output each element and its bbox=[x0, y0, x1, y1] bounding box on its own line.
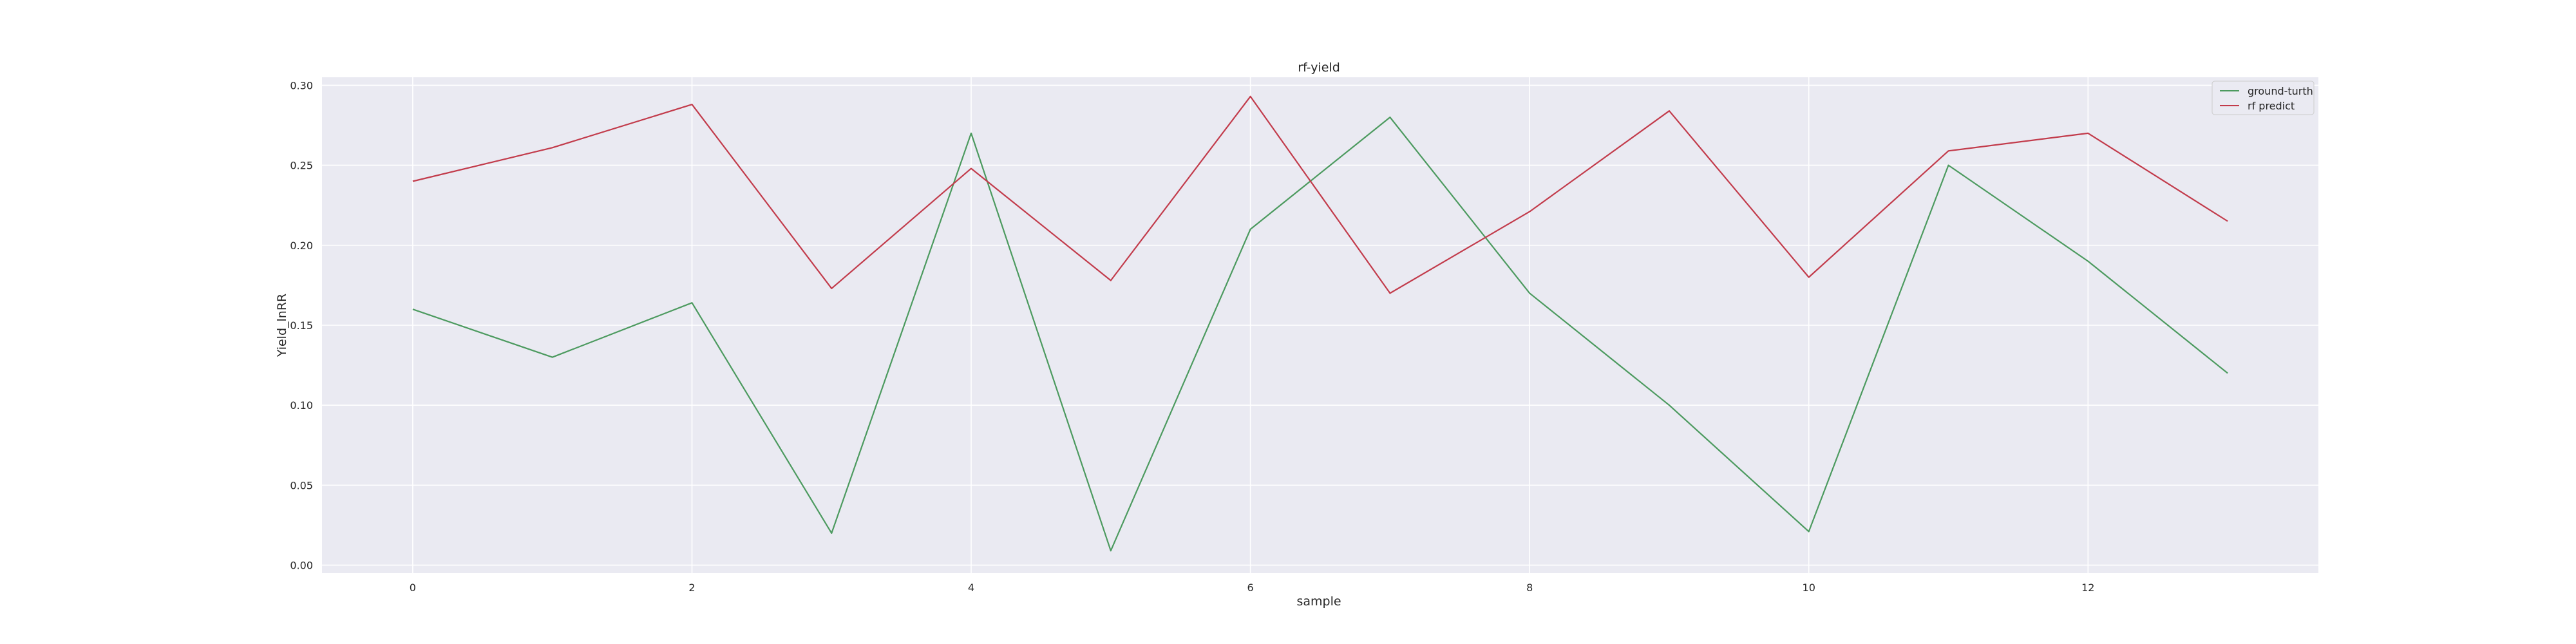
x-tick-labels: 0 2 4 6 8 10 12 bbox=[410, 582, 2095, 594]
legend-label-rf-predict: rf predict bbox=[2248, 100, 2295, 112]
x-axis-label: sample bbox=[1296, 594, 1341, 609]
x-tick-label: 2 bbox=[688, 582, 695, 594]
y-tick-label: 0.25 bbox=[290, 160, 313, 172]
chart-title: rf-yield bbox=[1298, 61, 1340, 75]
x-tick-label: 10 bbox=[1803, 582, 1815, 594]
grid-lines bbox=[322, 77, 2318, 573]
series-line-rf-predict bbox=[412, 95, 2228, 294]
x-tick-label: 4 bbox=[968, 582, 974, 594]
x-tick-label: 6 bbox=[1247, 582, 1254, 594]
y-tick-label: 0.20 bbox=[290, 240, 313, 252]
y-tick-label: 0.30 bbox=[290, 79, 313, 91]
series-line-ground-turth bbox=[412, 117, 2228, 552]
legend: ground-turth rf predict bbox=[2211, 80, 2315, 115]
legend-label-ground-turth: ground-turth bbox=[2248, 85, 2313, 97]
y-tick-labels: 0.00 0.05 0.10 0.15 0.20 0.25 0.30 bbox=[290, 79, 313, 571]
y-tick-label: 0.05 bbox=[290, 479, 313, 491]
series-lines bbox=[412, 95, 2228, 552]
y-tick-label: 0.15 bbox=[290, 319, 313, 332]
y-tick-label: 0.00 bbox=[290, 560, 313, 572]
y-axis-label: Yield_lnRR bbox=[275, 294, 289, 357]
x-tick-label: 0 bbox=[410, 582, 416, 594]
x-tick-label: 8 bbox=[1526, 582, 1533, 594]
y-tick-label: 0.10 bbox=[290, 399, 313, 412]
x-tick-label: 12 bbox=[2081, 582, 2094, 594]
